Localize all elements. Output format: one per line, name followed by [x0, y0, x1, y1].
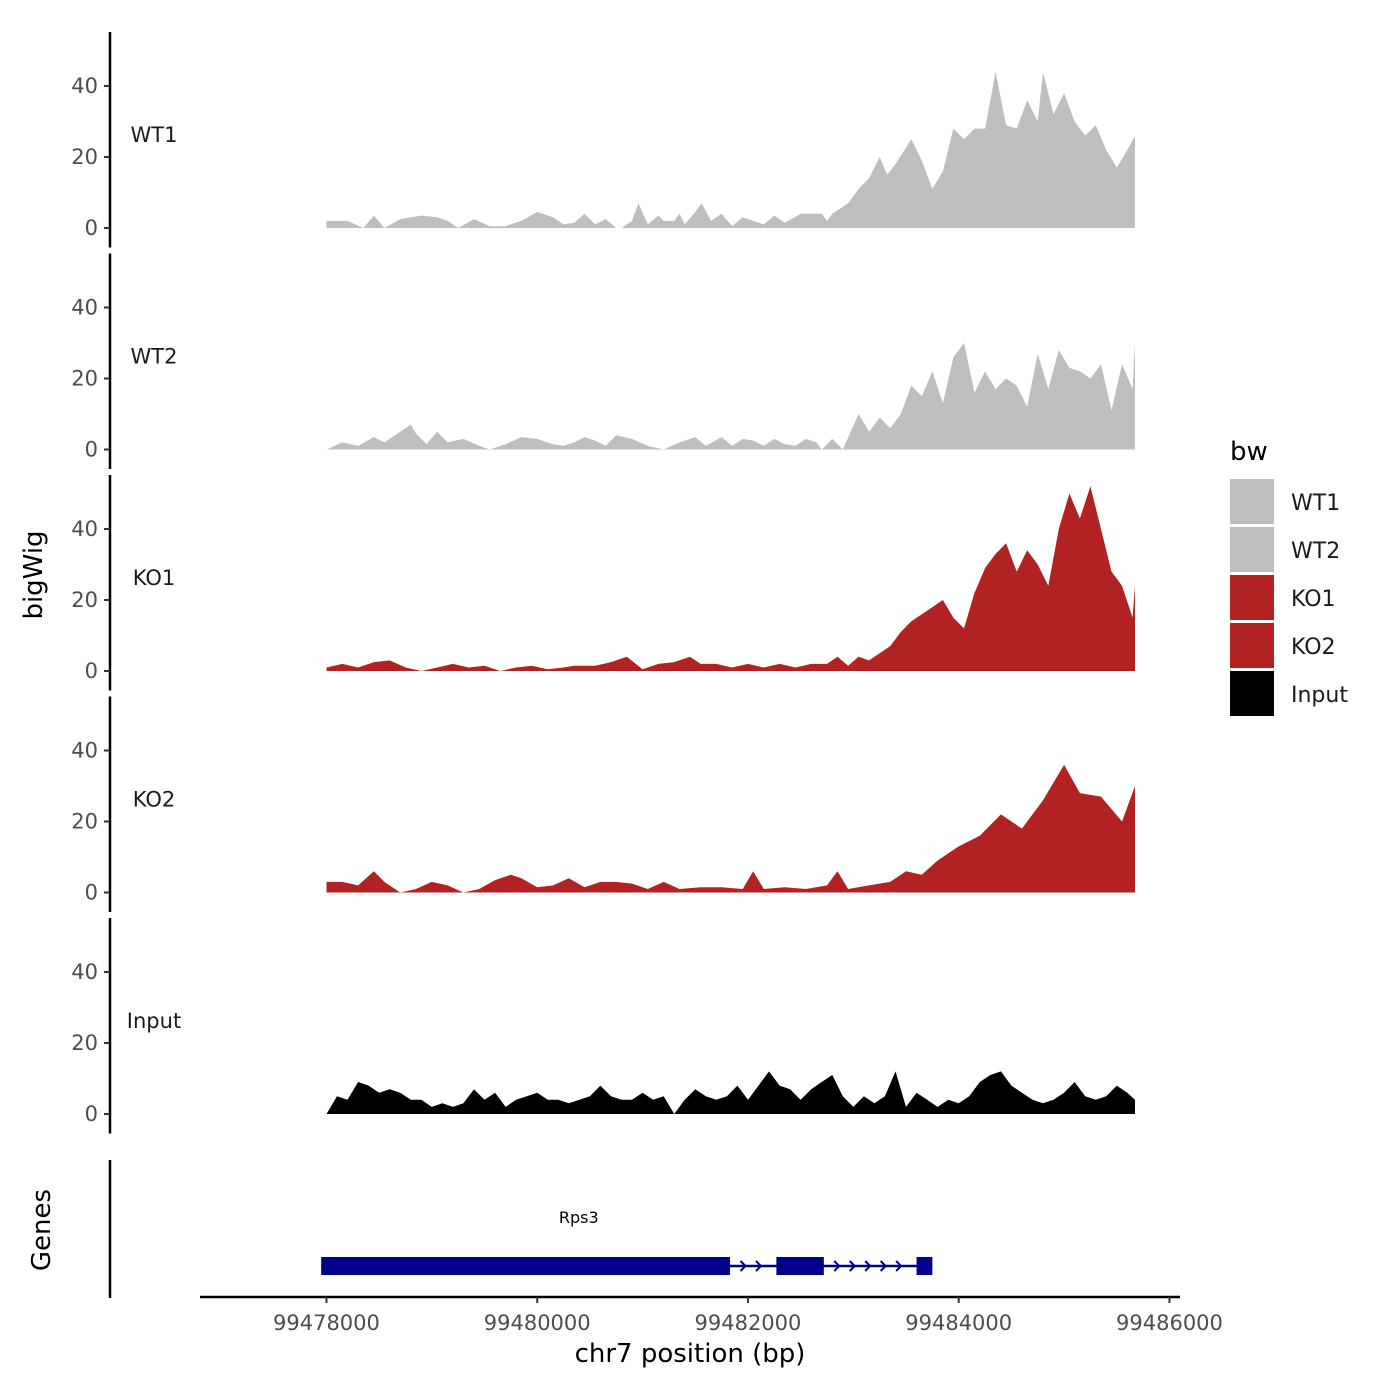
track-label-wt1: WT1 — [131, 123, 178, 147]
legend-key-wt1 — [1230, 479, 1274, 524]
exon-1 — [321, 1257, 731, 1275]
coverage-area-wt2 — [326, 343, 1135, 450]
x-axis-title: chr7 position (bp) — [575, 1339, 806, 1369]
y-tick-label-wt2-40: 40 — [71, 296, 98, 320]
x-tick-label-99484000: 99484000 — [905, 1311, 1012, 1335]
x-tick-label-99486000: 99486000 — [1116, 1311, 1223, 1335]
track-label-ko1: KO1 — [133, 566, 176, 590]
track-wt2: 0 20 40 WT2 — [71, 253, 1135, 469]
y-tick-label-input-40: 40 — [71, 960, 98, 984]
y-tick-label-ko1-20: 20 — [71, 588, 98, 612]
track-label-wt2: WT2 — [131, 345, 178, 369]
y-tick-label-wt2-0: 0 — [85, 438, 98, 462]
legend-label-wt1: WT1 — [1291, 491, 1340, 516]
legend-label-wt2: WT2 — [1291, 539, 1340, 564]
legend-title: bw — [1230, 437, 1268, 467]
y-tick-label-ko1-0: 0 — [85, 659, 98, 683]
legend: bw WT1 WT2 KO1 KO2 Input — [1230, 437, 1348, 716]
strand-arrow — [755, 1260, 763, 1272]
y-tick-label-wt1-40: 40 — [71, 74, 98, 98]
exon-2 — [776, 1257, 824, 1275]
coverage-area-ko2 — [326, 736, 1135, 893]
x-tick-label-99480000: 99480000 — [484, 1311, 591, 1335]
genes-axis-title: Genes — [27, 1189, 57, 1271]
y-tick-label-ko2-0: 0 — [85, 881, 98, 905]
legend-key-input — [1230, 671, 1274, 716]
gene-label-rps3: Rps3 — [559, 1208, 599, 1227]
y-tick-label-wt1-0: 0 — [85, 216, 98, 240]
strand-arrow — [879, 1260, 888, 1272]
x-tick-label-99478000: 99478000 — [273, 1311, 380, 1335]
track-ko1: 0 20 40 KO1 — [71, 475, 1135, 691]
track-ko2: 0 20 40 KO2 — [71, 696, 1135, 912]
legend-label-input: Input — [1291, 683, 1348, 708]
legend-key-wt2 — [1230, 527, 1274, 572]
strand-arrow — [895, 1260, 903, 1272]
y-tick-label-ko2-40: 40 — [71, 739, 98, 763]
track-input: 0 20 40 Input — [71, 918, 1135, 1134]
gene-rps3: Rps3 — [321, 1208, 933, 1275]
x-axis: 99478000 99480000 99482000 99484000 99486000 — [200, 1295, 1223, 1335]
x-tick-label-99482000: 99482000 — [695, 1311, 802, 1335]
legend-label-ko2: KO2 — [1291, 635, 1336, 660]
exon-3 — [916, 1257, 933, 1275]
coverage-area-ko1 — [326, 486, 1135, 671]
strand-arrow — [739, 1260, 747, 1272]
strand-arrow — [849, 1260, 857, 1272]
strand-arrow — [833, 1260, 841, 1272]
y-tick-label-input-0: 0 — [85, 1102, 98, 1126]
genes-panel: Rps3 — [108, 1160, 933, 1298]
coverage-area-input — [326, 1071, 1135, 1114]
strand-arrow — [864, 1260, 872, 1272]
track-label-input: Input — [127, 1009, 181, 1033]
legend-label-ko1: KO1 — [1291, 587, 1336, 612]
y-tick-label-input-20: 20 — [71, 1031, 98, 1055]
y-tick-label-ko2-20: 20 — [71, 810, 98, 834]
coverage-area-wt1 — [326, 71, 1135, 228]
y-tick-label-wt1-20: 20 — [71, 145, 98, 169]
legend-key-ko2 — [1230, 623, 1274, 668]
track-label-ko2: KO2 — [133, 788, 176, 812]
y-axis-title: bigWig — [19, 530, 49, 619]
y-tick-label-wt2-20: 20 — [71, 367, 98, 391]
coverage-tracks: 0 20 40 WT1 0 20 40 WT2 0 20 40 KO1 0 20 40 KO2 0 20 40 Inp… — [71, 32, 1135, 1134]
y-tick-label-ko1-40: 40 — [71, 517, 98, 541]
legend-key-ko1 — [1230, 575, 1274, 620]
track-wt1: 0 20 40 WT1 — [71, 32, 1135, 248]
